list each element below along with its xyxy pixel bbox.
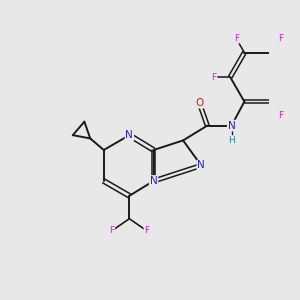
Text: F: F <box>212 73 217 82</box>
Text: F: F <box>109 226 114 235</box>
Text: F: F <box>278 111 283 120</box>
Text: F: F <box>278 34 283 43</box>
Text: O: O <box>195 98 203 108</box>
Text: F: F <box>144 226 149 235</box>
Text: N: N <box>197 160 205 170</box>
Text: F: F <box>234 34 239 43</box>
Text: H: H <box>228 136 235 145</box>
Text: N: N <box>150 176 158 186</box>
Text: N: N <box>125 130 133 140</box>
Text: N: N <box>228 121 236 130</box>
